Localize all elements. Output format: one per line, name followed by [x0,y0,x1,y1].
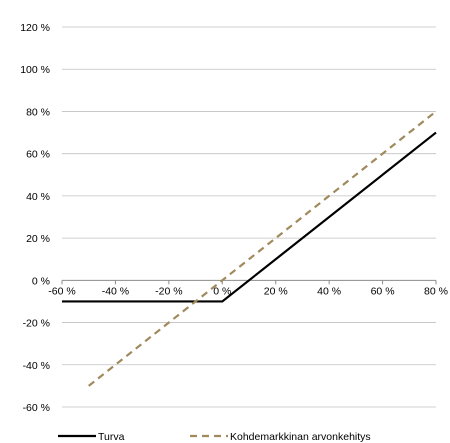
series-line-turva [62,131,437,303]
gridlines [61,26,437,408]
x-tick-label: -60 % [48,285,75,297]
y-axis-tick-labels: 120 % 100 % 80 % 60 % 40 % 20 % 0 % -20 % -40 % -… [20,22,50,414]
x-axis-tick-labels: -60 % -40 % -20 % 0 % 20 % 40 % 60 % 80 % [48,285,448,297]
series-lines [62,110,437,387]
y-tick-label: 60 % [26,149,50,161]
y-tick-label: 0 % [32,275,50,287]
y-tick-label: 100 % [20,64,50,76]
legend: Turva Kohdemarkkinan arvonkehitys [58,431,371,443]
x-tick-label: 0 % [213,285,231,297]
x-tick-label: -40 % [102,285,129,297]
y-tick-label: -60 % [23,402,50,414]
series-line-kohdemarkkinan-arvonkehitys [88,110,437,387]
x-tick-label: 40 % [317,285,341,297]
y-tick-label: 80 % [26,106,50,118]
y-tick-label: -40 % [23,360,50,372]
x-tick-label: -20 % [155,285,182,297]
y-tick-label: 40 % [26,191,50,203]
x-tick-label: 80 % [424,285,448,297]
y-tick-label: -20 % [23,318,50,330]
y-tick-label: 120 % [20,22,50,34]
x-tick-label: 60 % [371,285,395,297]
x-tick-label: 20 % [264,285,288,297]
legend-label-1: Kohdemarkkinan arvonkehitys [230,431,371,443]
legend-label-0: Turva [98,431,125,443]
y-tick-label: 20 % [26,233,50,245]
